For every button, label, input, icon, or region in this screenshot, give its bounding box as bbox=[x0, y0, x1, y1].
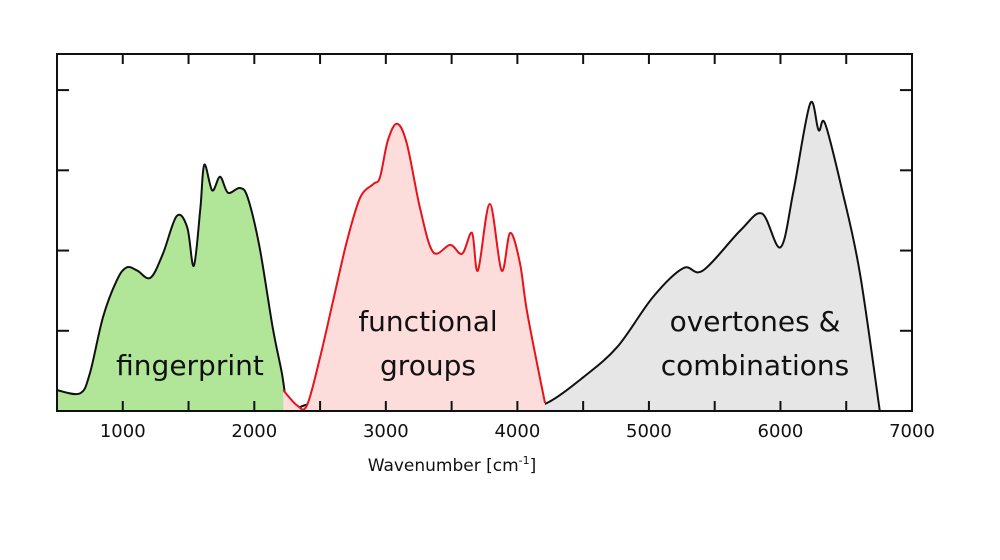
fingerprint-region-curve bbox=[56, 163, 294, 413]
fingerprint-region bbox=[56, 163, 294, 413]
overtones-region-label: combinations bbox=[661, 349, 849, 382]
x-axis-label: Wavenumber [cm-1] bbox=[368, 454, 537, 476]
overtones-region-fill bbox=[292, 101, 880, 411]
axis-ticks bbox=[57, 54, 912, 411]
x-axis-label-superscript: -1 bbox=[519, 454, 530, 467]
plot-frame bbox=[56, 53, 913, 412]
x-tick-label: 2000 bbox=[231, 421, 277, 442]
x-tick-label: 1000 bbox=[100, 421, 146, 442]
spectral-regions bbox=[56, 100, 881, 413]
functional-groups-region-label: functional bbox=[358, 305, 497, 338]
x-tick-labels: 1000 2000 3000 4000 5000 6000 7000 bbox=[100, 421, 935, 442]
x-tick-label: 4000 bbox=[494, 421, 540, 442]
functional-groups-region bbox=[282, 122, 546, 411]
overtones-region-label: overtones & bbox=[670, 305, 841, 338]
functional-groups-region-fill bbox=[283, 123, 546, 411]
x-tick-label: 3000 bbox=[363, 421, 409, 442]
x-tick-label: 5000 bbox=[626, 421, 672, 442]
x-tick-label: 6000 bbox=[758, 421, 804, 442]
fingerprint-region-fill bbox=[57, 164, 293, 412]
region-labels: fingerprint functional groups overtones & co… bbox=[116, 305, 849, 382]
x-tick-label: 7000 bbox=[889, 421, 935, 442]
functional-groups-region-curve bbox=[282, 122, 546, 411]
fingerprint-region-label: fingerprint bbox=[116, 349, 264, 382]
functional-groups-region-label: groups bbox=[380, 349, 476, 382]
